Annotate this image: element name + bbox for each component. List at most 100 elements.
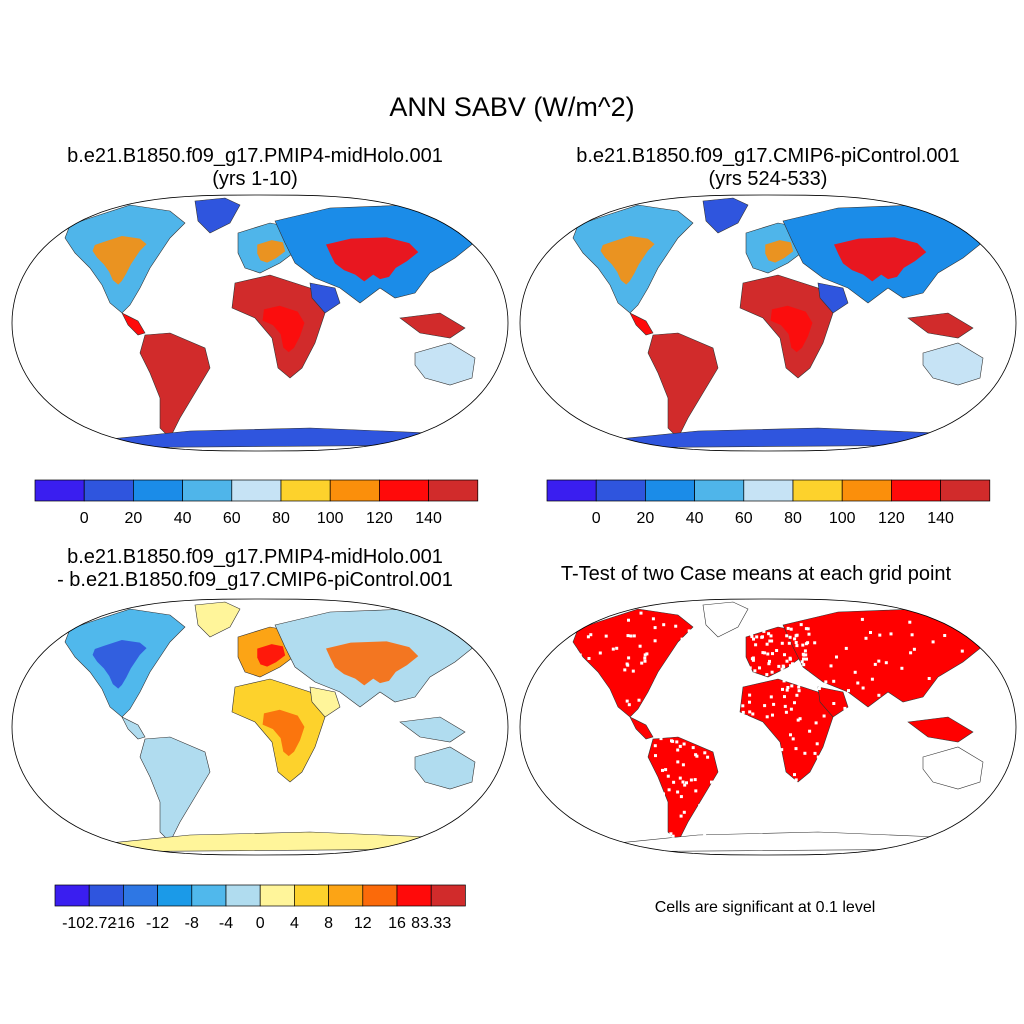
insignificant-cell bbox=[790, 684, 794, 688]
insignificant-cell bbox=[691, 746, 695, 750]
land-south-america bbox=[139, 332, 211, 439]
insignificant-cell bbox=[666, 774, 670, 778]
insignificant-cell bbox=[716, 795, 720, 799]
insignificant-cell bbox=[653, 829, 657, 833]
insignificant-cell bbox=[856, 681, 860, 685]
insignificant-cell bbox=[752, 753, 756, 757]
insignificant-cell bbox=[575, 625, 579, 629]
insignificant-cell bbox=[695, 754, 699, 758]
insignificant-cell bbox=[686, 840, 690, 844]
insignificant-cell bbox=[878, 633, 882, 637]
insignificant-cell bbox=[797, 664, 801, 668]
insignificant-cell bbox=[968, 676, 972, 680]
insignificant-cell bbox=[808, 729, 812, 733]
insignificant-cell bbox=[582, 611, 586, 615]
insignificant-cell bbox=[651, 617, 655, 621]
colorbar-box bbox=[191, 884, 227, 907]
insignificant-cell bbox=[741, 710, 745, 714]
insignificant-cell bbox=[794, 641, 798, 644]
colorbar-box bbox=[645, 479, 695, 502]
hotspot-africa bbox=[262, 709, 305, 757]
insignificant-cell bbox=[750, 657, 754, 661]
land-arabia bbox=[309, 686, 341, 718]
insignificant-cell bbox=[783, 653, 786, 657]
insignificant-cell bbox=[687, 629, 691, 633]
insignificant-cell bbox=[775, 649, 779, 652]
insignificant-cell bbox=[748, 693, 752, 697]
insignificant-cell bbox=[598, 651, 602, 655]
insignificant-cell bbox=[654, 678, 658, 682]
insignificant-cell bbox=[793, 701, 796, 705]
insignificant-cell bbox=[793, 773, 796, 777]
insignificant-cell bbox=[626, 634, 630, 638]
colorbar-tick-label: -12 bbox=[146, 915, 169, 932]
insignificant-cell bbox=[607, 693, 611, 697]
colorbar-midholo: 0 20 40 60 80 100 120 140 bbox=[34, 479, 479, 527]
insignificant-cell bbox=[652, 814, 656, 818]
insignificant-cell bbox=[682, 742, 686, 746]
insignificant-cell bbox=[711, 748, 714, 751]
insignificant-cell bbox=[671, 834, 675, 838]
insignificant-cell bbox=[829, 769, 833, 773]
insignificant-cell bbox=[754, 643, 758, 647]
insignificant-cell bbox=[770, 639, 774, 643]
insignificant-cell bbox=[752, 752, 756, 755]
insignificant-cell bbox=[685, 713, 689, 717]
insignificant-cell bbox=[650, 777, 654, 781]
insignificant-cell bbox=[771, 652, 774, 656]
insignificant-cell bbox=[578, 653, 582, 657]
insignificant-cell bbox=[791, 737, 795, 741]
insignificant-cell bbox=[785, 659, 789, 663]
colorbar-tick-label: 40 bbox=[174, 510, 192, 527]
insignificant-cell bbox=[767, 662, 771, 666]
hotspot-africa bbox=[770, 305, 813, 353]
colorbar-box bbox=[328, 884, 364, 907]
insignificant-cell bbox=[802, 657, 805, 661]
insignificant-cell bbox=[680, 838, 684, 842]
insignificant-cell bbox=[864, 636, 868, 640]
insignificant-cell bbox=[860, 617, 864, 621]
insignificant-cell bbox=[710, 780, 713, 784]
insignificant-cell bbox=[615, 646, 619, 650]
insignificant-cell bbox=[591, 692, 595, 696]
insignificant-cell bbox=[775, 776, 779, 780]
panel-title-top-right-line1: b.e21.B1850.f09_g17.CMIP6-piControl.001 bbox=[576, 145, 960, 167]
land-indonesia bbox=[907, 312, 974, 339]
hotspot-asia bbox=[326, 641, 419, 686]
insignificant-cell bbox=[661, 768, 664, 772]
map-land-group bbox=[12, 599, 508, 855]
insignificant-cell bbox=[740, 729, 743, 733]
colorbar-tick-label: 8 bbox=[324, 915, 333, 932]
land-australia bbox=[922, 746, 984, 790]
insignificant-cell bbox=[679, 795, 683, 799]
insignificant-cell bbox=[676, 713, 679, 717]
insignificant-cell bbox=[791, 662, 794, 666]
insignificant-cell bbox=[806, 671, 809, 675]
insignificant-cell bbox=[789, 627, 793, 631]
colorbar-tick-label: 60 bbox=[223, 510, 241, 527]
colorbar-picontrol: 0 20 40 60 80 100 120 140 bbox=[546, 479, 991, 527]
insignificant-cell bbox=[877, 659, 881, 663]
insignificant-cell bbox=[777, 664, 781, 668]
insignificant-cell bbox=[755, 635, 759, 639]
insignificant-cell bbox=[802, 663, 806, 667]
insignificant-cell bbox=[795, 693, 799, 697]
insignificant-cell bbox=[660, 806, 664, 809]
colorbar-tick-label: -16 bbox=[112, 915, 135, 932]
insignificant-cell bbox=[844, 646, 848, 650]
panel-title-bottom-left-line2: - b.e21.B1850.f09_g17.CMIP6-piControl.00… bbox=[57, 569, 453, 591]
map-land-group bbox=[12, 195, 508, 451]
insignificant-cell bbox=[583, 716, 587, 719]
insignificant-cell bbox=[761, 743, 765, 747]
insignificant-cell bbox=[643, 653, 647, 657]
colorbar-tick-label: 0 bbox=[80, 510, 89, 527]
insignificant-cell bbox=[936, 694, 939, 698]
insignificant-cell bbox=[762, 629, 766, 633]
insignificant-cell bbox=[797, 689, 801, 693]
land-australia bbox=[414, 746, 476, 790]
insignificant-cell bbox=[960, 649, 964, 653]
insignificant-cell bbox=[861, 686, 865, 690]
insignificant-cell bbox=[877, 693, 881, 697]
insignificant-cell bbox=[638, 644, 642, 648]
figure-title: ANN SABV (W/m^2) bbox=[389, 92, 635, 122]
